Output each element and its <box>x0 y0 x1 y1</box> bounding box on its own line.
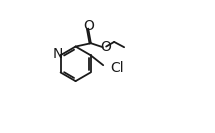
Text: O: O <box>83 19 94 33</box>
Text: Cl: Cl <box>111 61 124 75</box>
Text: N: N <box>53 47 63 61</box>
Text: O: O <box>100 40 111 54</box>
